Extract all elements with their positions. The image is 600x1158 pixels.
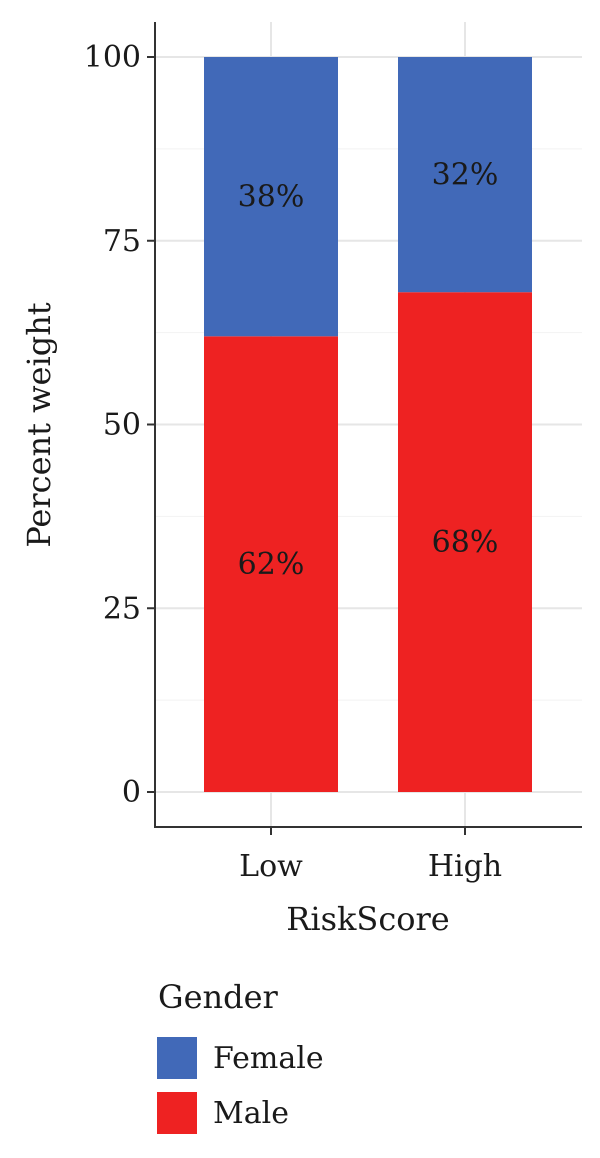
bars: [204, 57, 532, 792]
y-tick-label: 100: [84, 40, 141, 75]
data-label: 32%: [432, 158, 499, 193]
data-label: 38%: [238, 180, 305, 215]
data-label: 62%: [238, 547, 305, 582]
y-tick-label: 75: [103, 224, 141, 259]
y-axis-title: Percent weight: [20, 302, 58, 547]
legend: Gender Female Male: [157, 978, 324, 1134]
bar-low-male: [204, 336, 338, 792]
legend-swatch: [157, 1092, 197, 1134]
data-labels: 62% 38% 68% 32%: [238, 158, 499, 583]
legend-label: Male: [213, 1096, 289, 1131]
data-label: 68%: [432, 525, 499, 560]
bar-high-female: [398, 57, 532, 293]
legend-item-male: Male: [157, 1092, 289, 1134]
legend-swatch: [157, 1037, 197, 1079]
y-tick-label: 0: [122, 775, 141, 810]
x-ticks: Low High: [239, 827, 502, 884]
legend-title: Gender: [158, 978, 279, 1016]
y-tick-label: 25: [103, 591, 141, 626]
bar-high-male: [398, 292, 532, 792]
bar-low-female: [204, 57, 338, 337]
legend-label: Female: [213, 1041, 324, 1076]
y-tick-label: 50: [103, 408, 141, 443]
x-axis-title: RiskScore: [286, 900, 449, 938]
x-tick-label: Low: [239, 849, 303, 884]
legend-item-female: Female: [157, 1037, 324, 1079]
x-tick-label: High: [428, 849, 502, 884]
y-ticks: 0 25 50 75 100: [84, 40, 155, 810]
